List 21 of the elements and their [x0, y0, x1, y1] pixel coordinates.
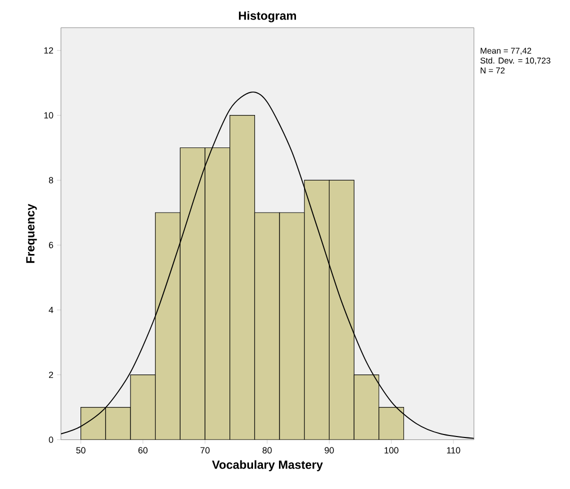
text: Std. Dev. = 10,723 — [480, 57, 550, 64]
x-tick-label: 110 — [447, 447, 460, 454]
y-tick-label: 12 — [44, 47, 54, 54]
text: Mean = 77,42 — [480, 48, 532, 55]
text: N = 72 — [480, 67, 505, 74]
x-tick-label: 90 — [324, 447, 334, 454]
chart-title: Histogram — [238, 11, 296, 22]
y-tick-label: 2 — [49, 372, 54, 378]
x-tick-label: 70 — [200, 447, 210, 454]
y-tick-label: 4 — [48, 306, 54, 313]
y-tick-label: 0 — [48, 436, 54, 443]
x-tick-label: 60 — [138, 447, 148, 454]
y-tick-label: 10 — [44, 112, 54, 118]
x-tick-label: 100 — [384, 447, 398, 454]
x-tick-label: 50 — [76, 447, 86, 454]
y-tick-label: 6 — [49, 242, 54, 248]
x-tick-label: 80 — [262, 447, 272, 454]
y-tick-label: 8 — [48, 176, 54, 184]
line-series — [60, 92, 474, 439]
x-axis-title: Vocabulary Mastery — [212, 460, 323, 472]
y-axis-title: Frequency — [26, 204, 37, 263]
